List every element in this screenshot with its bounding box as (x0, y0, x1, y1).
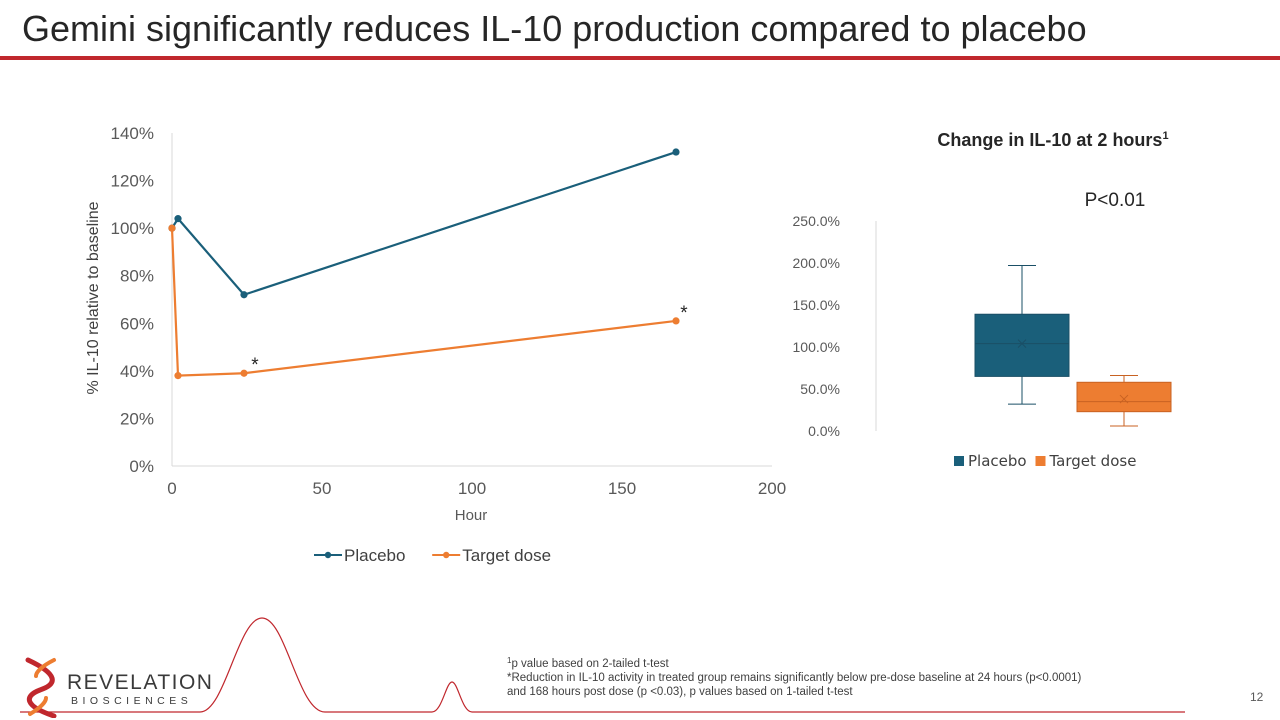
legend-label: Placebo (344, 546, 405, 565)
box-legend-swatch (1035, 456, 1046, 466)
line-chart: 0%20%40%60%80%100%120%140% 0 50 100 150 200 … (85, 124, 786, 565)
box-chart-y-tick-label: 250.0% (793, 213, 840, 229)
box-chart-title-superscript: 1 (1162, 130, 1168, 142)
line-point-placebo (174, 215, 182, 223)
logo-name: REVELATION (67, 671, 214, 694)
legend-label: Target dose (462, 546, 551, 565)
footnotes: 1p value based on 2-tailed t-test *Reduc… (507, 654, 1081, 699)
box-chart-title: Change in IL-10 at 2 hours1 (937, 130, 1168, 150)
footnote-1-text: p value based on 2-tailed t-test (511, 658, 669, 670)
line-chart-y-tick-label: 40% (120, 362, 154, 381)
box-chart-y-tick-label: 0.0% (808, 423, 840, 439)
box-chart-y-tick-label: 150.0% (793, 297, 840, 313)
box-chart-y-ticks: 0.0% 50.0% 100.0% 150.0% 200.0% 250.0% (793, 213, 840, 439)
helix-logo-icon (25, 657, 57, 718)
page-number: 12 (1250, 690, 1264, 704)
line-chart-x-ticks: 0 50 100 150 200 (167, 479, 786, 498)
line-point-target-dose (174, 372, 182, 380)
logo-subtitle: BIOSCIENCES (71, 695, 193, 707)
box-chart-y-tick-label: 100.0% (793, 339, 840, 355)
line-chart-axes (171, 133, 772, 467)
box-mean-marker-target-dose (1119, 394, 1129, 404)
decorative-wave (20, 617, 1185, 713)
line-point-placebo (672, 148, 680, 156)
box-target-dose (1076, 381, 1172, 413)
box-legend-label: Placebo (968, 452, 1027, 470)
box-mean-marker-placebo (1017, 339, 1027, 348)
line-chart-y-ticks: 0% 20% 40% 60% 80% 100% 120% 140% (111, 124, 154, 476)
box-legend-swatch (954, 456, 964, 466)
slide-title: Gemini significantly reduces IL-10 produ… (22, 8, 1087, 49)
box-chart-y-tick-label: 200.0% (793, 255, 840, 271)
line-chart-y-tick-label: 120% (111, 172, 154, 191)
box-legend-label: Target dose (1049, 452, 1137, 470)
line-chart-x-tick-label: 100 (458, 479, 486, 498)
significance-asterisk: * (251, 355, 259, 376)
line-chart-y-tick-label: 60% (120, 314, 154, 333)
line-point-target-dose (168, 224, 176, 232)
line-chart-y-tick-label: 0% (129, 457, 154, 476)
footnote-2-line-1: *Reduction in IL-10 activity in treated … (507, 672, 1082, 684)
line-point-placebo (240, 291, 248, 299)
line-chart-annotations: ** (251, 303, 688, 376)
p-value-annotation: P<0.01 (1085, 190, 1146, 211)
line-point-target-dose (672, 317, 680, 325)
box-placebo (974, 313, 1070, 377)
line-series-target-dose (170, 228, 677, 377)
line-chart-y-tick-label: 20% (120, 409, 154, 428)
footnote-2-line-2: and 168 hours post dose (p <0.03), p val… (507, 686, 853, 698)
box-chart-legend: Placebo Target dose (954, 452, 1136, 470)
line-chart-y-tick-label: 80% (120, 267, 154, 286)
footnote-1: 1p value based on 2-tailed t-test (507, 654, 1081, 671)
significance-asterisk: * (680, 303, 688, 324)
box-chart-boxes (974, 265, 1172, 427)
line-chart-x-label: Hour (455, 507, 488, 524)
title-divider (0, 56, 1280, 60)
line-chart-x-tick-label: 0 (167, 479, 176, 498)
line-chart-x-tick-label: 150 (608, 479, 636, 498)
line-point-target-dose (240, 369, 248, 377)
line-chart-series (168, 148, 680, 380)
line-chart-y-tick-label: 100% (111, 219, 154, 238)
legend-marker (324, 551, 332, 559)
line-series-placebo (171, 150, 677, 297)
legend-marker (443, 551, 450, 559)
footnote-1-marker: 1 (507, 656, 512, 665)
decorative-wave-line (20, 617, 1185, 713)
line-chart-x-tick-label: 50 (313, 479, 332, 498)
line-chart-legend: Placebo Target dose (314, 546, 551, 565)
box-chart: Change in IL-10 at 2 hours1 P<0.01 0.0% 5… (793, 130, 1172, 470)
line-chart-x-tick-label: 200 (758, 479, 786, 498)
line-chart-y-label: % IL-10 relative to baseline (85, 201, 102, 394)
box-chart-y-tick-label: 50.0% (800, 381, 840, 397)
line-chart-y-tick-label: 140% (111, 124, 154, 143)
